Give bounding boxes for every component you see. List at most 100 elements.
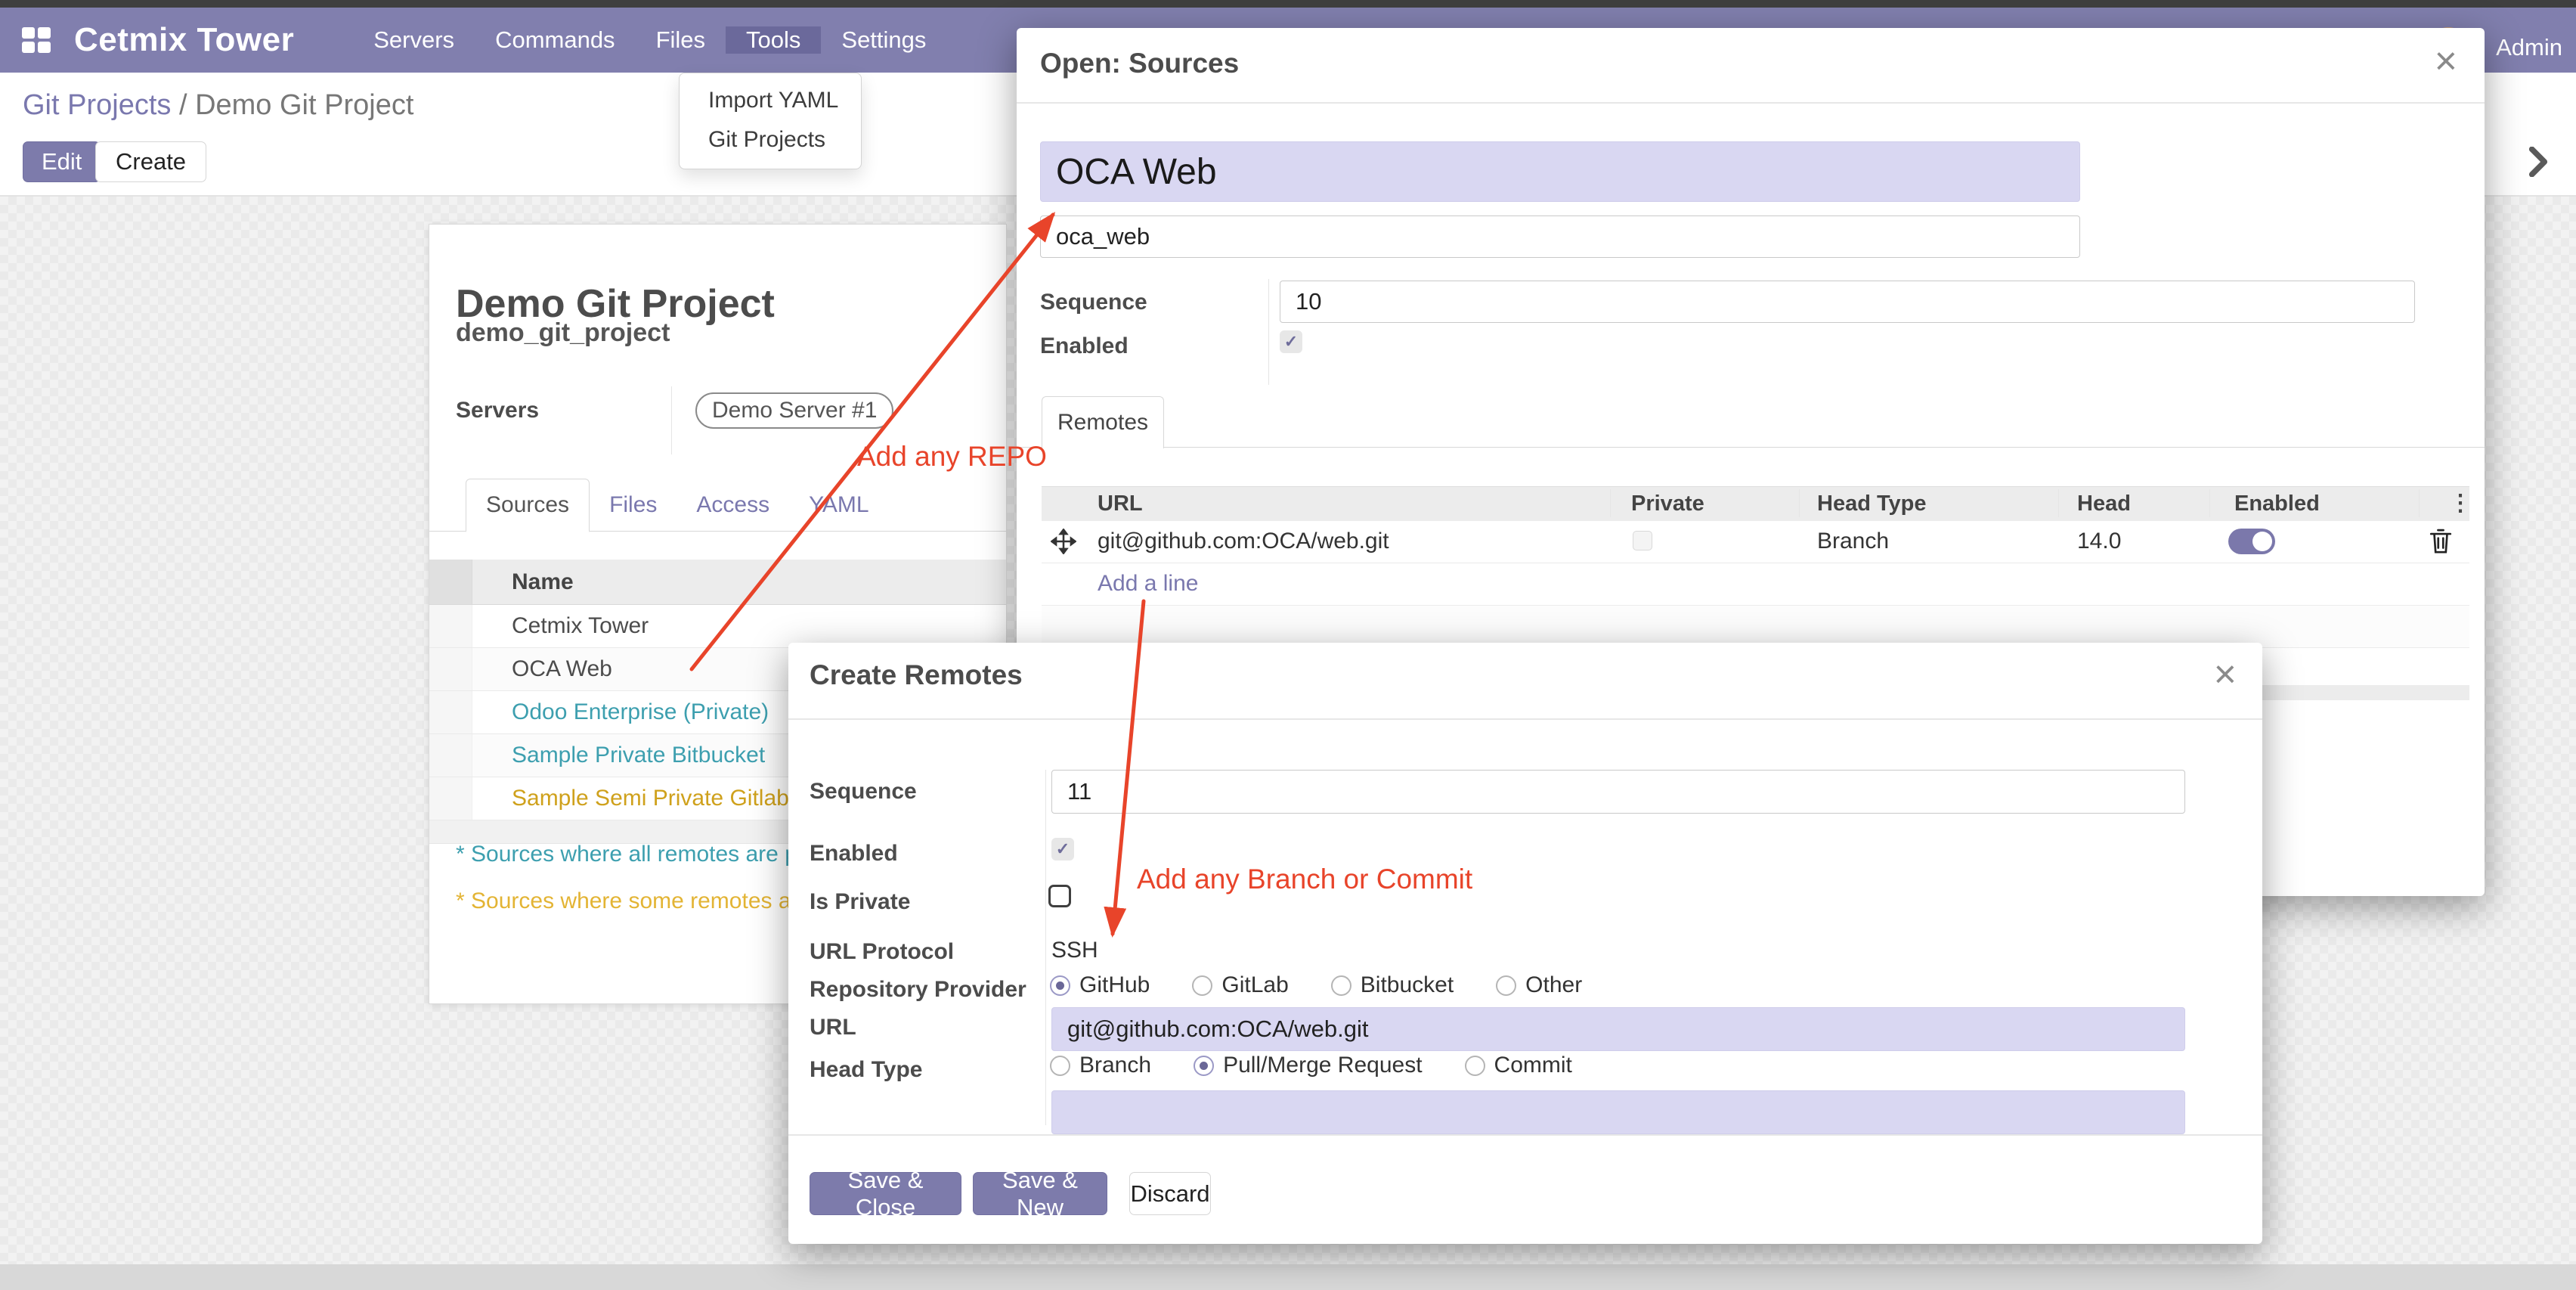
- col-head-type: Head Type: [1817, 492, 1927, 516]
- footnote-semi-private: * Sources where some remotes are: [456, 888, 812, 913]
- create-remotes-modal: Create Remotes × Sequence Enabled Is Pri…: [788, 643, 2262, 1244]
- enabled-checkbox[interactable]: ✓: [1051, 838, 1074, 861]
- radio-dot: [1330, 975, 1351, 996]
- enabled-checkbox[interactable]: ✓: [1280, 330, 1302, 353]
- radio-dot: [1464, 1055, 1485, 1076]
- menu-item-files[interactable]: Files: [655, 26, 706, 53]
- delete-row-icon[interactable]: [2428, 527, 2454, 560]
- drag-handle-icon[interactable]: [1050, 528, 1077, 558]
- radio-dot: [1194, 1055, 1215, 1076]
- private-checkbox[interactable]: [1633, 531, 1652, 550]
- table-row[interactable]: Cetmix Tower: [429, 605, 1006, 648]
- url-protocol-value: SSH: [1051, 938, 1098, 963]
- field-divider: [671, 386, 672, 454]
- close-icon[interactable]: ×: [2213, 653, 2237, 696]
- window-top-strip: [0, 0, 2576, 8]
- tab-underline: [1017, 447, 2485, 448]
- user-name[interactable]: Admin: [2496, 34, 2562, 60]
- annotation-add-branch: Add any Branch or Commit: [1137, 864, 1473, 895]
- tab-remotes[interactable]: Remotes: [1042, 396, 1164, 448]
- create-button[interactable]: Create: [95, 141, 207, 182]
- source-technical-input[interactable]: [1040, 216, 2080, 258]
- save-close-button[interactable]: Save & Close: [810, 1167, 961, 1220]
- col-private: Private: [1631, 492, 1704, 516]
- menu-item-commands[interactable]: Commands: [495, 26, 615, 53]
- tab-access[interactable]: Access: [696, 492, 770, 517]
- url-input[interactable]: [1051, 1007, 2185, 1051]
- menu-item-tools[interactable]: Tools: [726, 26, 822, 54]
- radio-pull-merge-request[interactable]: Pull/Merge Request: [1194, 1053, 1423, 1078]
- close-icon[interactable]: ×: [2434, 39, 2457, 83]
- is-private-checkbox[interactable]: [1048, 885, 1071, 907]
- source-name-input[interactable]: [1040, 141, 2080, 202]
- name-column-header: Name: [512, 569, 574, 594]
- sequence-label: Sequence: [1040, 290, 1147, 315]
- servers-label: Servers: [456, 398, 540, 423]
- radio-commit[interactable]: Commit: [1464, 1053, 1572, 1078]
- radio-other[interactable]: Other: [1496, 972, 1582, 998]
- sources-table-header: Name: [429, 560, 1006, 605]
- url-label: URL: [810, 1015, 856, 1040]
- url-protocol-label: URL Protocol: [810, 939, 955, 964]
- is-private-label: Is Private: [810, 889, 911, 914]
- radio-bitbucket[interactable]: Bitbucket: [1330, 972, 1454, 998]
- remote-head-cell[interactable]: 14.0: [2077, 529, 2122, 554]
- server-tag[interactable]: Demo Server #1: [695, 392, 894, 429]
- modal-title: Create Remotes: [810, 659, 1023, 690]
- head-type-radios: Branch Pull/Merge Request Commit: [1050, 1053, 1572, 1078]
- tab-sources[interactable]: Sources: [466, 479, 590, 532]
- sequence-input[interactable]: [1280, 281, 2415, 323]
- annotation-add-repo: Add any REPO: [857, 441, 1047, 472]
- empty-row: [1042, 605, 2469, 648]
- main-menu: Servers Commands Files Tools Settings: [353, 26, 946, 54]
- repository-provider-label: Repository Provider: [810, 977, 1026, 1002]
- menu-item-git-projects[interactable]: Git Projects: [708, 127, 826, 152]
- enabled-toggle[interactable]: [2228, 529, 2275, 554]
- project-technical-name: demo_git_project: [456, 318, 670, 347]
- enabled-label: Enabled: [810, 841, 898, 866]
- head-type-label: Head Type: [810, 1057, 923, 1082]
- menu-item-servers[interactable]: Servers: [373, 26, 455, 53]
- remote-head-type-cell[interactable]: Branch: [1817, 529, 1890, 554]
- radio-dot: [1050, 975, 1070, 996]
- menu-item-import-yaml[interactable]: Import YAML: [708, 88, 839, 113]
- col-head: Head: [2077, 492, 2131, 516]
- tab-yaml[interactable]: YAML: [809, 492, 869, 517]
- save-new-button[interactable]: Save & New: [973, 1167, 1107, 1220]
- remote-url-cell[interactable]: git@github.com:OCA/web.git: [1098, 529, 1389, 554]
- field-divider: [1268, 279, 1269, 385]
- tab-files[interactable]: Files: [609, 492, 658, 517]
- radio-gitlab[interactable]: GitLab: [1192, 972, 1289, 998]
- discard-button[interactable]: Discard: [1129, 1172, 1211, 1215]
- breadcrumb-current: Demo Git Project: [195, 89, 414, 121]
- sequence-input[interactable]: [1051, 770, 2185, 814]
- radio-github[interactable]: GitHub: [1050, 972, 1150, 998]
- field-divider: [1045, 770, 1046, 1125]
- apps-grid-icon[interactable]: [21, 25, 51, 55]
- radio-dot: [1496, 975, 1517, 996]
- pager-next-icon[interactable]: [2522, 145, 2555, 178]
- modal-footer-divider: [788, 1134, 2262, 1136]
- head-input[interactable]: [1051, 1090, 2185, 1134]
- radio-branch[interactable]: Branch: [1050, 1053, 1151, 1078]
- bottom-strip: [0, 1264, 2576, 1290]
- breadcrumb-link[interactable]: Git Projects: [23, 89, 172, 121]
- breadcrumb: Git Projects / Demo Git Project: [23, 89, 413, 122]
- selector-column: [429, 560, 472, 604]
- app-brand[interactable]: Cetmix Tower: [74, 21, 295, 58]
- optional-columns-icon[interactable]: ⋮: [2449, 491, 2472, 516]
- modal-header-divider: [788, 718, 2262, 720]
- project-tabs: Sources Files Access YAML: [429, 479, 1006, 532]
- radio-dot: [1192, 975, 1213, 996]
- add-a-line-link[interactable]: Add a line: [1098, 571, 1199, 596]
- table-row[interactable]: Sample Semi Private Gitlab: [429, 777, 1006, 820]
- edit-button[interactable]: Edit: [23, 141, 101, 182]
- col-enabled: Enabled: [2234, 492, 2320, 516]
- modal-title: Open: Sources: [1040, 48, 1240, 79]
- repository-provider-radios: GitHub GitLab Bitbucket Other: [1050, 972, 1582, 998]
- menu-item-settings[interactable]: Settings: [841, 26, 927, 53]
- footnote-private: * Sources where all remotes are pri: [456, 842, 810, 867]
- modal-header-divider: [1017, 102, 2485, 104]
- tools-dropdown-menu: Import YAML Git Projects: [679, 73, 862, 169]
